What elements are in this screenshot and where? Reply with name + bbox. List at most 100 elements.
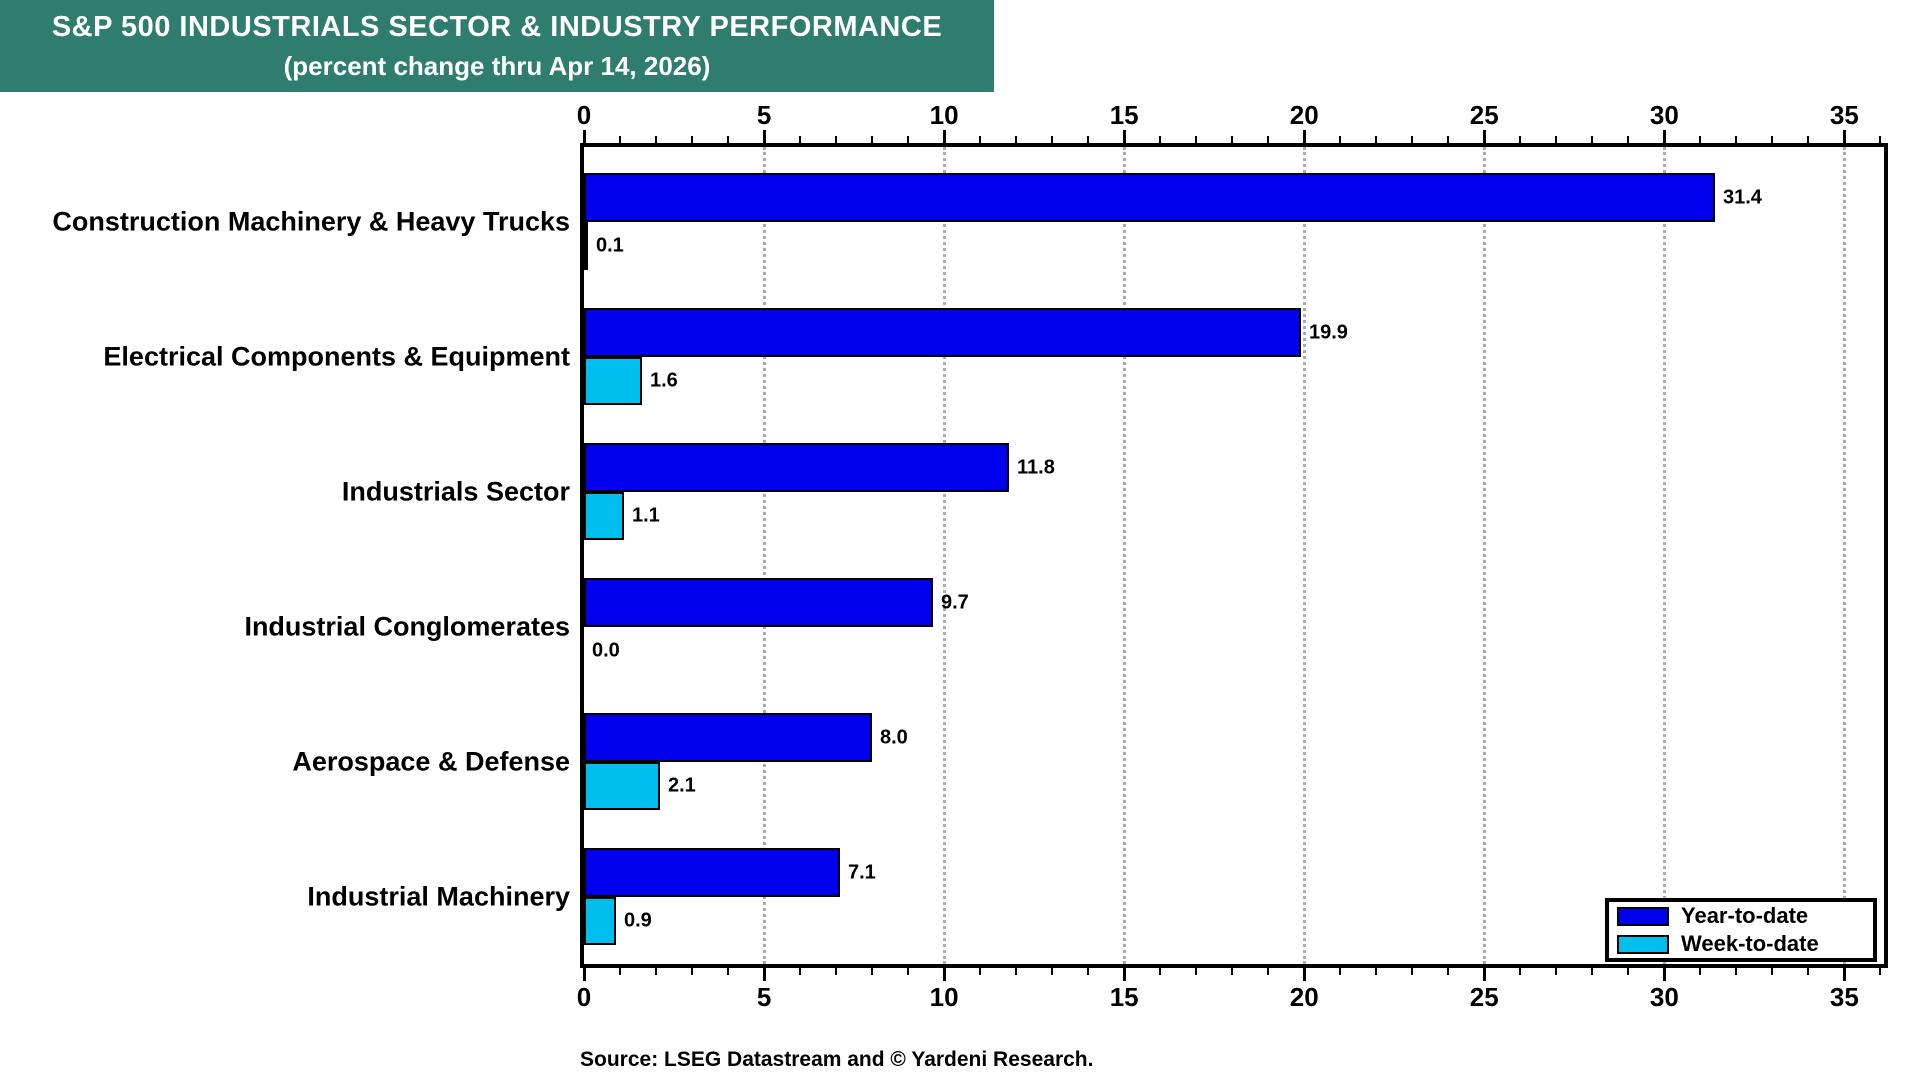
x-axis-labels-bottom: 0 5 10 15 20 25 30 35 xyxy=(577,982,1884,1014)
major-tick xyxy=(1662,968,1666,981)
minor-tick xyxy=(1231,968,1234,975)
minor-tick xyxy=(1267,968,1270,975)
minor-tick xyxy=(1555,968,1558,975)
minor-tick xyxy=(1627,136,1630,143)
bar-row: 0.0 xyxy=(584,627,1884,675)
x-axis-tick-label: 25 xyxy=(1469,100,1499,130)
x-axis-tick-label: 15 xyxy=(1109,982,1139,1012)
minor-tick xyxy=(1015,968,1018,975)
minor-tick xyxy=(1555,136,1558,143)
gridline-5 xyxy=(763,147,767,964)
minor-tick xyxy=(1879,968,1882,975)
minor-tick xyxy=(727,136,730,143)
minor-tick xyxy=(871,136,874,143)
x-axis-tick-label: 5 xyxy=(756,100,772,130)
x-axis-tick-label: 10 xyxy=(929,100,959,130)
source-text: Source: LSEG Datastream and © Yardeni Re… xyxy=(580,1048,1094,1071)
minor-tick xyxy=(691,968,694,975)
bar-row: 19.9 xyxy=(584,308,1884,357)
minor-tick xyxy=(1051,136,1054,143)
bar-week-to-date xyxy=(584,222,588,270)
minor-tick xyxy=(1771,136,1774,143)
minor-tick xyxy=(1087,136,1090,143)
bar-value-label: 0.0 xyxy=(592,639,620,662)
minor-tick xyxy=(1159,968,1162,975)
bar-value-label: 7.1 xyxy=(848,861,876,883)
major-tick xyxy=(762,130,766,143)
chart-title-box: S&P 500 INDUSTRIALS SECTOR & INDUSTRY PE… xyxy=(0,0,994,92)
bar-row: 31.4 xyxy=(584,173,1884,222)
bar-row: 2.1 xyxy=(584,762,1884,810)
category-label: Aerospace & Defense xyxy=(292,746,570,777)
minor-tick xyxy=(1339,968,1342,975)
bar-week-to-date xyxy=(584,492,624,540)
minor-tick xyxy=(655,136,658,143)
bar-row: 1.1 xyxy=(584,492,1884,540)
minor-tick xyxy=(655,968,658,975)
x-axis-tick-label: 0 xyxy=(576,100,592,130)
legend-label-week-to-date: Week-to-date xyxy=(1681,931,1819,956)
bar-year-to-date xyxy=(584,443,1009,492)
minor-tick xyxy=(1807,968,1810,975)
x-axis-ticks-bottom xyxy=(582,968,1884,982)
minor-tick xyxy=(835,136,838,143)
legend-row-year-to-date: Year-to-date xyxy=(1617,903,1873,928)
major-tick xyxy=(1842,130,1846,143)
x-axis-tick-label: 15 xyxy=(1109,100,1139,130)
minor-tick xyxy=(1015,136,1018,143)
minor-tick xyxy=(619,136,621,143)
minor-tick xyxy=(1519,968,1522,975)
legend-row-week-to-date: Week-to-date xyxy=(1617,931,1873,956)
chart-title-line1: S&P 500 INDUSTRIALS SECTOR & INDUSTRY PE… xyxy=(51,11,943,43)
minor-tick xyxy=(1411,968,1414,975)
minor-tick xyxy=(1411,136,1414,143)
x-axis-tick-label: 20 xyxy=(1289,982,1319,1012)
bar-year-to-date xyxy=(584,713,872,762)
legend-swatch-week-to-date xyxy=(1617,934,1669,954)
x-axis-tick-label: 30 xyxy=(1649,100,1679,130)
chart-title-line2: (percent change thru Apr 14, 2026) xyxy=(283,51,711,81)
major-tick xyxy=(1842,968,1846,981)
major-tick xyxy=(1482,130,1486,143)
minor-tick xyxy=(1699,968,1702,975)
minor-tick xyxy=(1375,968,1378,975)
bar-year-to-date xyxy=(584,848,840,897)
x-axis-tick-label: 5 xyxy=(756,982,772,1012)
bar-row: 0.9 xyxy=(584,897,1884,945)
bar-year-to-date xyxy=(584,173,1715,222)
bar-value-label: 31.4 xyxy=(1723,186,1762,208)
major-tick xyxy=(582,968,586,981)
x-axis-tick-label: 30 xyxy=(1649,982,1679,1012)
minor-tick xyxy=(691,136,694,143)
major-tick xyxy=(1662,130,1666,143)
minor-tick xyxy=(1735,968,1738,975)
minor-tick xyxy=(979,968,982,975)
minor-tick xyxy=(1447,136,1450,143)
gridline-30 xyxy=(1663,147,1667,964)
bar-row: 9.7 xyxy=(584,578,1884,627)
bar-week-to-date xyxy=(584,897,616,945)
bar-week-to-date xyxy=(584,357,642,405)
minor-tick xyxy=(1159,136,1162,143)
minor-tick xyxy=(835,968,838,975)
minor-tick xyxy=(1879,136,1882,143)
gridline-10 xyxy=(943,147,947,964)
gridline-20 xyxy=(1303,147,1307,964)
minor-tick xyxy=(1771,968,1774,975)
gridline-15 xyxy=(1123,147,1127,964)
major-tick xyxy=(582,130,586,143)
bar-value-label: 11.8 xyxy=(1017,456,1055,478)
gridline-25 xyxy=(1483,147,1487,964)
category-labels: Construction Machinery & Heavy Trucks Ele… xyxy=(0,0,570,1080)
minor-tick xyxy=(1735,136,1738,143)
x-axis-ticks-top xyxy=(582,129,1884,143)
category-label: Industrial Machinery xyxy=(307,881,570,912)
minor-tick xyxy=(979,136,982,143)
minor-tick xyxy=(799,968,802,975)
x-axis-tick-label: 0 xyxy=(576,982,592,1012)
category-label: Construction Machinery & Heavy Trucks xyxy=(52,206,570,237)
bar-row: 7.1 xyxy=(584,848,1884,897)
bar-row: 0.1 xyxy=(584,222,1884,270)
minor-tick xyxy=(1519,136,1522,143)
minor-tick xyxy=(1051,968,1054,975)
